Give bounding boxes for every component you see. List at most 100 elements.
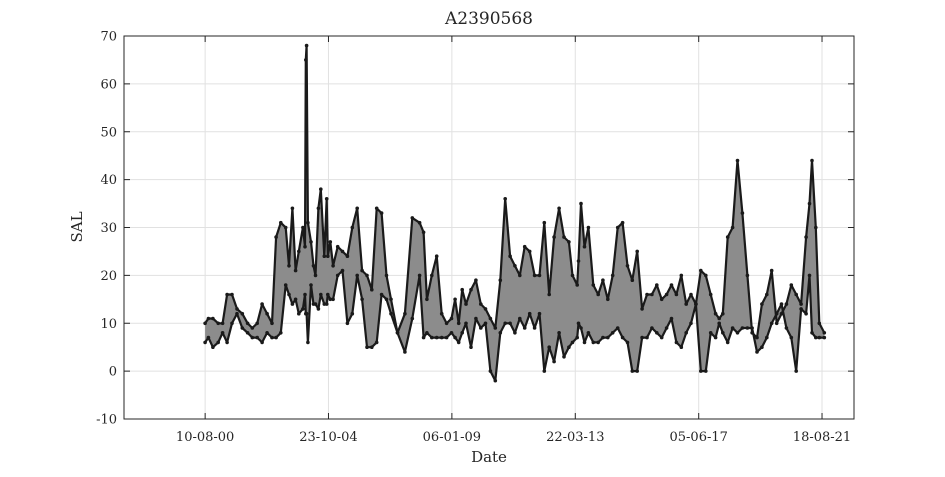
x-axis-title: Date	[471, 448, 507, 466]
data-point-low	[799, 307, 803, 311]
data-point-low	[245, 331, 250, 335]
data-point-high	[309, 240, 313, 244]
data-point-low	[630, 369, 635, 373]
data-point-low	[260, 340, 264, 345]
data-point-low	[664, 326, 669, 330]
data-point-high	[203, 321, 207, 326]
data-point-low	[503, 321, 508, 326]
data-point-low	[290, 302, 295, 306]
data-point-low	[596, 340, 600, 345]
data-point-low	[460, 331, 465, 335]
data-point-low	[350, 311, 355, 316]
data-point-low	[483, 321, 488, 326]
data-point-low	[297, 311, 301, 316]
data-point-low	[488, 369, 493, 373]
series-0-band	[205, 45, 825, 381]
data-point-low	[542, 369, 547, 373]
x-tick-label: 23-10-04	[299, 430, 357, 445]
data-point-low	[493, 378, 498, 383]
data-point-high	[410, 216, 415, 220]
data-point-high	[421, 230, 426, 235]
data-point-high	[235, 307, 239, 311]
data-point-high	[606, 297, 610, 302]
data-point-high	[503, 197, 508, 201]
data-point-low	[301, 307, 305, 311]
data-point-high	[552, 235, 556, 239]
data-point-low	[216, 340, 220, 345]
data-point-high	[635, 249, 639, 254]
x-tick-label: 22-03-13	[546, 430, 604, 445]
data-point-low	[313, 302, 318, 306]
data-point-high	[679, 273, 684, 278]
data-point-high	[340, 249, 345, 254]
data-point-low	[326, 292, 330, 297]
data-point-high	[444, 321, 449, 326]
data-point-high	[735, 158, 740, 163]
chart-title: A2390568	[444, 9, 533, 29]
data-point-high	[655, 283, 659, 287]
data-point-low	[449, 331, 454, 335]
data-point-high	[601, 278, 605, 283]
data-point-high	[479, 302, 483, 306]
data-point-low	[206, 335, 211, 340]
data-point-high	[630, 278, 635, 283]
data-point-high	[230, 292, 234, 297]
data-point-high	[225, 292, 229, 297]
data-point-high	[817, 321, 822, 326]
data-point-high	[328, 240, 333, 244]
data-point-high	[814, 225, 818, 230]
y-tick-label: 20	[100, 269, 117, 284]
data-point-low	[779, 302, 784, 306]
data-point-low	[579, 326, 583, 330]
data-point-high	[279, 220, 283, 225]
data-point-high	[799, 302, 803, 306]
data-point-low	[547, 345, 551, 350]
data-point-high	[804, 235, 808, 239]
x-tick-label: 06-01-09	[423, 430, 481, 445]
data-point-high	[562, 235, 566, 239]
data-point-high	[547, 292, 551, 297]
y-tick-label: 10	[100, 317, 117, 332]
data-point-low	[694, 302, 698, 306]
data-point-high	[335, 244, 340, 249]
data-point-high	[760, 302, 764, 306]
data-point-high	[610, 273, 615, 278]
data-point-low	[794, 369, 798, 373]
data-point-high	[664, 292, 669, 297]
data-point-high	[304, 43, 309, 48]
data-point-high	[750, 331, 754, 335]
data-point-high	[379, 211, 384, 215]
y-tick-label: 50	[100, 125, 117, 140]
data-point-high	[810, 158, 814, 163]
data-point-low	[620, 335, 625, 340]
y-axis-title: SAL	[68, 211, 86, 242]
data-point-high	[717, 316, 721, 321]
data-point-high	[311, 264, 316, 268]
data-point-high	[591, 283, 596, 287]
data-point-low	[324, 302, 329, 306]
data-point-low	[635, 369, 639, 373]
y-tick-label: 0	[109, 365, 117, 380]
data-point-low	[456, 340, 461, 345]
data-point-high	[615, 225, 620, 230]
data-point-low	[430, 335, 434, 340]
data-point-high	[306, 220, 310, 225]
data-point-high	[297, 249, 301, 254]
data-point-low	[365, 345, 369, 350]
data-point-low	[203, 340, 207, 345]
data-point-high	[331, 264, 335, 268]
data-point-high	[345, 254, 350, 258]
data-point-low	[265, 331, 269, 335]
data-point-high	[582, 244, 587, 249]
data-point-high	[774, 321, 779, 326]
data-point-high	[721, 311, 725, 316]
data-point-low	[606, 335, 610, 340]
data-point-low	[817, 335, 822, 340]
data-point-low	[679, 345, 684, 350]
data-point-high	[453, 297, 457, 302]
data-point-high	[645, 292, 649, 297]
data-point-low	[750, 326, 754, 330]
data-point-high	[689, 292, 693, 297]
data-point-low	[513, 331, 517, 335]
